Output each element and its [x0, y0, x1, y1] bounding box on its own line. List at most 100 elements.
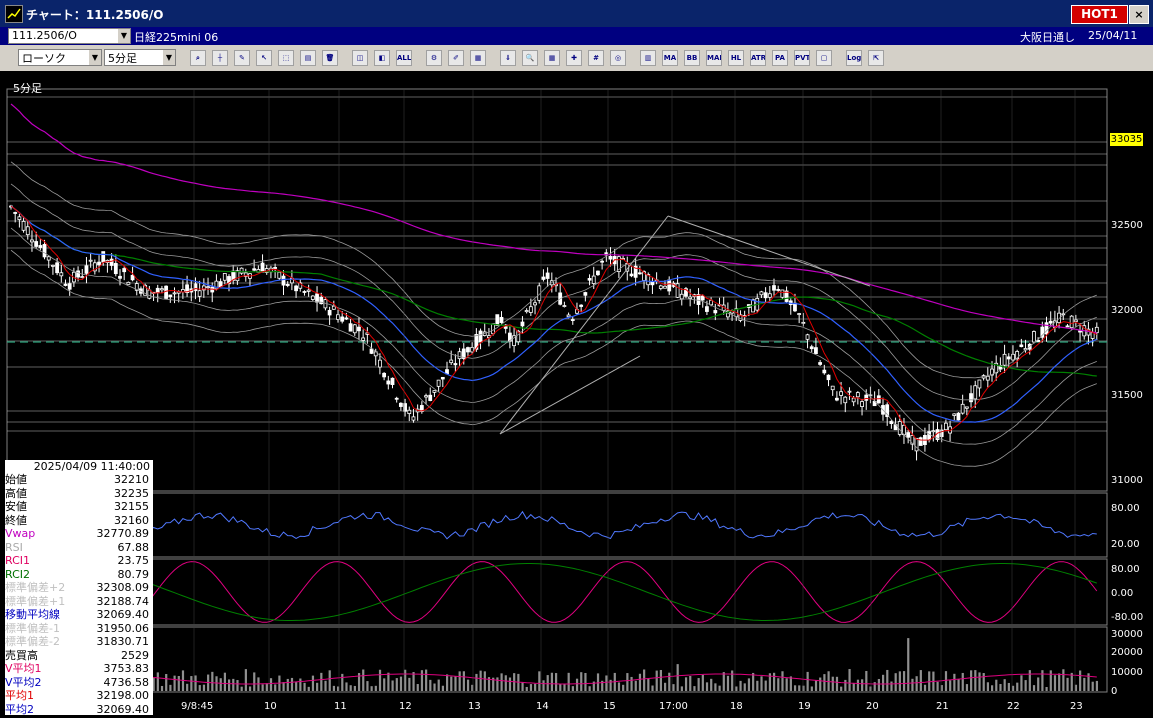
symbol-input[interactable]: 111.2506/O ▼	[8, 28, 131, 44]
volume-bar	[274, 684, 277, 691]
volume-bar	[211, 671, 214, 691]
chart-type-select[interactable]: ローソク ▼	[18, 49, 102, 66]
volume-bar	[806, 671, 809, 691]
trash-icon[interactable]: 🗑	[322, 50, 338, 66]
volume-bar	[689, 675, 692, 691]
chart-canvas[interactable]: 32500 32000 31500 31000 80.00 20.00 80.00 0.00 -…	[0, 71, 1153, 715]
select-icon[interactable]: ⬚	[278, 50, 294, 66]
rci-axis-label: 0.00	[1111, 588, 1133, 599]
candle-body	[675, 283, 680, 298]
candle-body	[658, 285, 663, 289]
volume-bar	[357, 673, 361, 691]
mark-icon[interactable]: ✚	[566, 50, 582, 66]
volume-bar	[232, 678, 235, 691]
brush-icon[interactable]: ✐	[448, 50, 464, 66]
volume-bar	[1003, 679, 1006, 691]
chart-area[interactable]: 32500 32000 31500 31000 80.00 20.00 80.00 0.00 -…	[0, 71, 1153, 715]
volume-bar	[861, 679, 864, 691]
window-titlebar[interactable]: チャート：111.2506/O HOT1 ×	[0, 0, 1153, 27]
hl-icon[interactable]: HL	[728, 50, 744, 66]
instrument-name: 日経225mini 06	[134, 31, 219, 44]
volume-bar	[441, 685, 445, 691]
volume-icon[interactable]: ▥	[640, 50, 656, 66]
gear-icon[interactable]: ⚙	[426, 50, 442, 66]
volume-bar	[940, 685, 943, 691]
arrow-icon[interactable]: ↖	[256, 50, 272, 66]
copy-icon[interactable]: ▤	[300, 50, 316, 66]
chevron-down-icon[interactable]: ▼	[118, 29, 130, 43]
close-button[interactable]: ×	[1129, 5, 1149, 24]
ma-icon[interactable]: MA	[662, 50, 678, 66]
volume-bar	[244, 669, 247, 691]
pa-icon[interactable]: PA	[772, 50, 788, 66]
info-key: 高値	[5, 486, 27, 500]
log-icon[interactable]: Log	[846, 50, 862, 66]
volume-bar	[982, 673, 985, 691]
candle-body	[1065, 325, 1070, 328]
volume-bar	[869, 686, 872, 691]
volume-bar	[659, 669, 663, 691]
candle-body	[193, 283, 198, 292]
rci1-line	[10, 561, 1098, 623]
hash-icon[interactable]: #	[588, 50, 604, 66]
candle-body	[801, 321, 806, 324]
search-icon[interactable]: 🔍	[522, 50, 538, 66]
candle-body	[260, 262, 265, 273]
volume-bar	[890, 681, 893, 691]
pen-icon[interactable]: ✎	[234, 50, 250, 66]
down-icon[interactable]: ⇓	[500, 50, 516, 66]
candle-body	[130, 274, 135, 281]
box1-icon[interactable]: ◫	[352, 50, 368, 66]
eye-icon[interactable]: ◎	[610, 50, 626, 66]
volume-bar	[1095, 680, 1099, 691]
table-icon[interactable]: ▦	[544, 50, 560, 66]
candle-body	[931, 430, 936, 433]
volume-bar	[957, 679, 960, 691]
volume-bar	[626, 673, 629, 691]
candle-body	[591, 275, 596, 284]
volume-bar	[1041, 670, 1044, 691]
time-axis-label: 22	[1007, 701, 1020, 712]
info-key: 標準偏差+1	[5, 594, 66, 608]
volume-bar	[345, 682, 348, 691]
volume-bar	[479, 670, 482, 691]
window-icon[interactable]: ▢	[816, 50, 832, 66]
candle-body	[562, 305, 567, 307]
box2-icon[interactable]: ◧	[374, 50, 390, 66]
volume-bar	[793, 685, 797, 691]
volume-bar	[156, 672, 159, 691]
volume-bar	[194, 675, 197, 691]
info-key: 終値	[5, 513, 27, 527]
zoom-icon[interactable]: ⌕	[190, 50, 206, 66]
info-value: 32235	[114, 486, 149, 500]
volume-bar	[1037, 677, 1040, 691]
period-select[interactable]: 5分足 ▼	[104, 49, 176, 66]
hot1-button[interactable]: HOT1	[1071, 5, 1128, 24]
candle-body	[826, 374, 831, 381]
symbol-value: 111.2506/O	[12, 29, 77, 42]
volume-bar	[1024, 680, 1027, 691]
candle-body	[348, 323, 353, 332]
volume-bar	[936, 681, 939, 691]
chevron-down-icon[interactable]: ▼	[163, 50, 175, 65]
candle-body	[495, 314, 500, 326]
bb-icon[interactable]: BB	[684, 50, 700, 66]
candle-body	[667, 279, 672, 292]
mae-icon[interactable]: MAE	[706, 50, 722, 66]
volume-bar	[508, 677, 512, 691]
atr-icon[interactable]: ATR	[750, 50, 766, 66]
candle-body	[528, 306, 533, 313]
volume-bar	[743, 683, 746, 691]
candle-body	[424, 395, 428, 398]
volume-bar	[165, 673, 168, 691]
palette-icon[interactable]: ▦	[470, 50, 486, 66]
candle-body	[1057, 312, 1061, 324]
pvt-icon[interactable]: PVT	[794, 50, 810, 66]
volume-bar	[986, 682, 990, 691]
export-icon[interactable]: ⇱	[868, 50, 884, 66]
chevron-down-icon[interactable]: ▼	[89, 50, 101, 65]
volume-bar	[915, 676, 918, 691]
cross-icon[interactable]: ┼	[212, 50, 228, 66]
volume-bar	[395, 678, 398, 691]
all-icon[interactable]: ALL	[396, 50, 412, 66]
